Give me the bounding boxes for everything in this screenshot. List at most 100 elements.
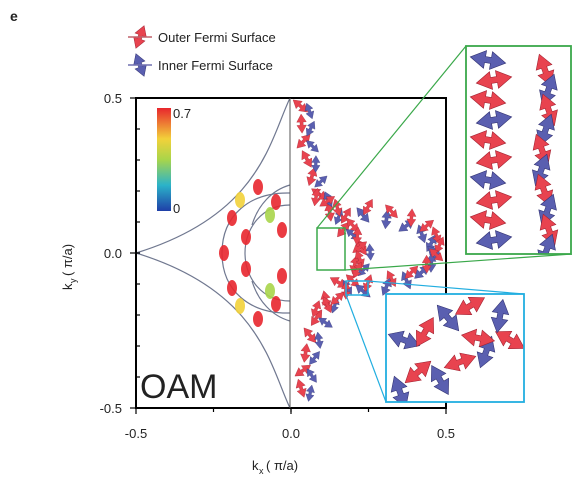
oam-blob <box>241 261 251 277</box>
zoom-blue-arrow-mark <box>416 316 434 348</box>
axis-tick-labels: -0.5 0.0 0.5 -0.5 0.0 0.5 <box>100 91 455 441</box>
outer-arrow-mark <box>385 204 398 219</box>
outer-arrow-mark <box>429 248 444 262</box>
zoom-blue-arrows <box>387 297 524 402</box>
oam-watermark: OAM <box>140 368 217 406</box>
outer-arrow-mark <box>306 167 318 186</box>
zoom-blue-arrow-mark <box>390 375 410 402</box>
oam-blob <box>253 311 263 327</box>
zoom-green-arrow-mark <box>475 190 513 210</box>
oam-blob <box>235 192 245 208</box>
inner-arrow-mark <box>381 209 392 230</box>
outer-arrow-mark <box>295 378 307 398</box>
oam-blob <box>265 207 275 223</box>
axis-ticks <box>130 97 447 414</box>
inner-arrow-mark <box>416 224 427 244</box>
legend: Outer Fermi Surface Inner Fermi Surface <box>128 25 276 77</box>
colorbar-max-label: 0.7 <box>173 106 191 121</box>
zoom-inset-blue <box>385 293 525 403</box>
zoom-blue-arrow-mark <box>404 360 432 384</box>
outer-arrow-mark <box>296 134 311 149</box>
x-tick-label: 0.5 <box>437 426 455 441</box>
oam-blob <box>265 283 275 299</box>
inner-arrow-mark <box>306 368 317 383</box>
zoom-green-arrow-mark <box>475 110 513 130</box>
outer-arrow-mark <box>301 150 312 168</box>
zoom-blue-arrow-mark <box>431 364 449 396</box>
outer-arrow-mark <box>322 296 333 314</box>
outer-arrow-mark <box>311 300 321 318</box>
colorbar <box>157 108 171 211</box>
outer-arrow-mark <box>404 265 419 279</box>
zoom-green-arrow-mark <box>469 210 507 230</box>
inner-arrow-mark <box>314 331 324 349</box>
outer-arrow-mark <box>352 226 363 246</box>
svg-text:k: k <box>252 458 259 473</box>
zoom-blue-arrow-mark <box>436 304 460 332</box>
zoom-green-arrow-mark <box>531 153 551 187</box>
zoom-green-arrow-mark <box>469 90 507 110</box>
outer-arrow-mark <box>354 250 365 268</box>
zoom-connector-green-bottom <box>344 253 572 271</box>
inner-arrow-mark <box>305 384 315 402</box>
svg-text:( π/a): ( π/a) <box>60 244 75 276</box>
zoom-green-arrow-mark <box>469 130 507 150</box>
inner-arrow-mark <box>304 102 315 120</box>
oam-blob <box>241 229 251 245</box>
inner-arrow-mark <box>309 351 320 365</box>
zoom-blue-arrow-mark <box>476 335 496 369</box>
oam-blob <box>271 296 281 312</box>
legend-inner-label: Inner Fermi Surface <box>158 58 273 73</box>
outer-arrow-mark <box>406 208 417 228</box>
outer-arrow-mark <box>292 99 309 113</box>
outer-arrow-mark <box>419 219 434 232</box>
outer-arrow-mark <box>300 343 311 363</box>
oam-blob <box>277 268 287 284</box>
outer-arrow-mark <box>319 196 336 207</box>
zoom-connector-blue-top <box>367 280 525 295</box>
oam-blob <box>277 222 287 238</box>
zoom-inset-green <box>465 45 572 255</box>
inner-arrow-mark <box>356 207 370 223</box>
legend-inner-arrow-icon <box>128 53 152 77</box>
zoom-region-blue <box>345 280 369 296</box>
outer-arrow-mark <box>352 261 363 279</box>
svg-text:k: k <box>60 283 75 290</box>
oam-blob <box>253 179 263 195</box>
legend-outer-label: Outer Fermi Surface <box>158 30 276 45</box>
zoom-connector-green-top <box>316 45 467 229</box>
y-tick-label: 0.5 <box>104 91 122 106</box>
panel-label: e <box>10 8 18 24</box>
outer-arrow-mark <box>294 364 311 377</box>
svg-text:y: y <box>68 278 78 283</box>
zoom-blue-arrow-mark <box>387 330 421 350</box>
zoom-green-arrow-mark <box>469 50 507 70</box>
outer-arrow-mark <box>352 241 368 253</box>
zoom-green-arrow-mark <box>469 170 507 190</box>
oam-blob <box>271 194 281 210</box>
oam-blob <box>219 245 229 261</box>
y-tick-label: 0.0 <box>104 246 122 261</box>
legend-outer-arrow-icon <box>128 25 152 49</box>
outer-arrow-mark <box>311 187 321 207</box>
inner-arrow-mark <box>318 317 333 328</box>
outer-arrow-mark <box>363 198 373 216</box>
zoom-region-green <box>316 227 346 271</box>
inner-arrow-mark <box>355 284 371 298</box>
zoom-green-arrow-mark <box>537 233 556 254</box>
svg-text:x: x <box>259 466 264 476</box>
inner-arrow-mark <box>398 219 415 232</box>
svg-text:( π/a): ( π/a) <box>266 458 298 473</box>
y-axis-label: k y ( π/a) <box>60 244 78 290</box>
inner-arrow-mark <box>306 120 316 137</box>
zoom-green-arrow-mark <box>475 150 513 170</box>
x-tick-label: -0.5 <box>125 426 147 441</box>
oam-color-blobs <box>219 179 287 327</box>
inner-arrow-mark <box>314 175 328 188</box>
inner-arrow-mark <box>306 140 319 153</box>
x-tick-label: 0.0 <box>282 426 300 441</box>
zoom-green-arrows <box>469 50 559 254</box>
zoom-green-arrow-mark <box>475 70 513 90</box>
zoom-blue-arrow-mark <box>443 352 477 372</box>
